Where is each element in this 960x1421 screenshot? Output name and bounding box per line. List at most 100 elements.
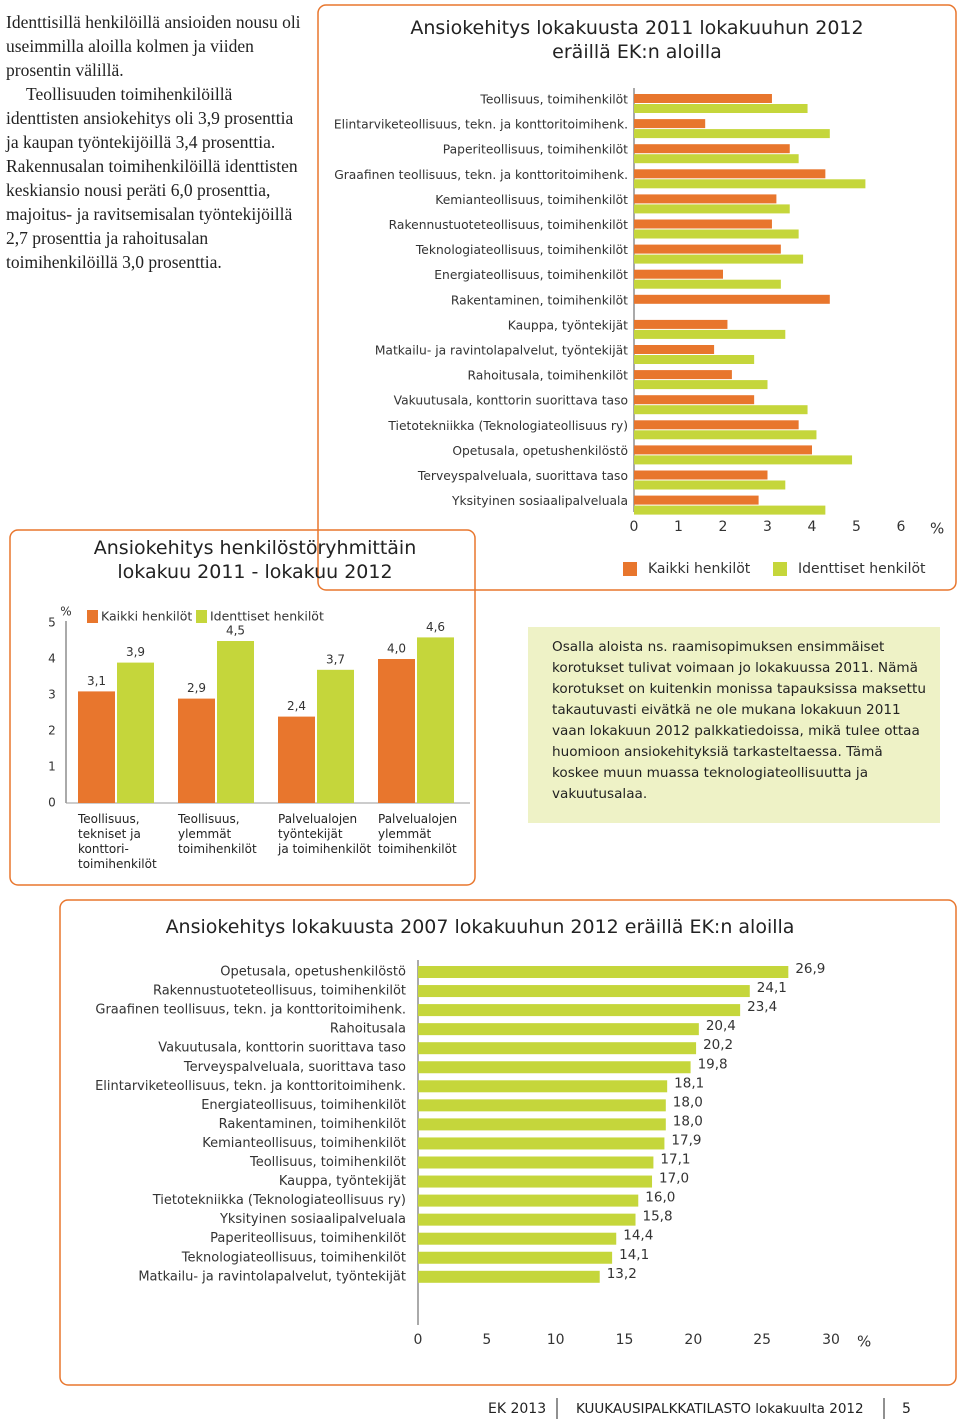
publication: KUUKAUSIPALKKATILASTO lokakuulta 2012 bbox=[576, 1401, 864, 1417]
bar bbox=[378, 659, 415, 803]
category-label: Paperiteollisuus, toimihenkilöt bbox=[443, 143, 628, 157]
category-label: Teollisuus, tekniset ja konttori- toimih… bbox=[78, 812, 157, 871]
bar bbox=[634, 244, 781, 254]
value-label: 19,8 bbox=[698, 1056, 728, 1072]
bar bbox=[634, 370, 732, 380]
legend-swatch bbox=[87, 610, 98, 623]
page-number: 5 bbox=[902, 1401, 911, 1417]
legend-swatch bbox=[623, 562, 637, 576]
bar bbox=[418, 1251, 613, 1264]
bar bbox=[634, 154, 799, 164]
y-tick-label: 5 bbox=[48, 616, 56, 630]
bar bbox=[634, 355, 755, 364]
category-label: Graafinen teollisuus, tekn. ja konttorit… bbox=[334, 168, 628, 182]
value-label: 16,0 bbox=[645, 1190, 675, 1206]
chart-title: Ansiokehitys lokakuusta 2007 lokakuuhun … bbox=[165, 916, 795, 938]
category-label: Teknologiateollisuus, toimihenkilöt bbox=[181, 1250, 406, 1265]
bar bbox=[278, 716, 315, 803]
category-label: Kemianteollisuus, toimihenkilöt bbox=[435, 193, 628, 207]
bar bbox=[418, 1061, 691, 1074]
category-label: Opetusala, opetushenkilöstö bbox=[452, 444, 628, 458]
category-label: Paperiteollisuus, toimihenkilöt bbox=[210, 1231, 406, 1246]
x-tick-label: 25 bbox=[753, 1332, 771, 1348]
x-tick-label: 3 bbox=[763, 519, 772, 535]
category-label: Kemianteollisuus, toimihenkilöt bbox=[202, 1136, 406, 1151]
bar bbox=[418, 1118, 666, 1131]
category-label: Teollisuus, ylemmät toimihenkilöt bbox=[178, 812, 257, 856]
bar bbox=[417, 637, 454, 803]
bar bbox=[634, 119, 706, 129]
bar bbox=[634, 480, 786, 490]
value-label: 13,2 bbox=[607, 1266, 637, 1282]
legend-label: Identtiset henkilöt bbox=[798, 561, 926, 577]
category-label: Rakennustuoteteollisuus, toimihenkilöt bbox=[153, 984, 406, 999]
bar bbox=[418, 1175, 653, 1188]
bar bbox=[418, 1156, 654, 1169]
value-label: 2,4 bbox=[287, 699, 306, 713]
category-label: Graafinen teollisuus, tekn. ja konttorit… bbox=[95, 1003, 406, 1018]
bar bbox=[634, 94, 772, 103]
note: Osalla aloista ns. raamisopimuksen ensim… bbox=[528, 627, 940, 823]
bar bbox=[634, 129, 830, 139]
category-label: Palvelualojen ylemmät toimihenkilöt bbox=[378, 812, 458, 856]
value-label: 3,1 bbox=[87, 674, 106, 688]
bar bbox=[634, 455, 853, 465]
category-label: Palvelualojen työntekijät ja toimihenkil… bbox=[278, 812, 372, 856]
category-label: Kauppa, työntekijät bbox=[508, 318, 628, 332]
bar bbox=[178, 698, 215, 803]
legend-swatch bbox=[196, 610, 207, 623]
value-label: 18,1 bbox=[674, 1075, 704, 1091]
value-label: 18,0 bbox=[673, 1094, 703, 1110]
x-tick-label: 5 bbox=[482, 1332, 491, 1348]
category-label: Matkailu- ja ravintolapalvelut, työnteki… bbox=[375, 344, 628, 358]
category-label: Energiateollisuus, toimihenkilöt bbox=[201, 1098, 406, 1113]
bar bbox=[634, 144, 790, 154]
bar bbox=[418, 1080, 668, 1093]
value-label: 17,0 bbox=[659, 1171, 689, 1187]
bar bbox=[418, 985, 750, 998]
y-tick-label: 1 bbox=[48, 760, 56, 774]
y-tick-label: 0 bbox=[48, 796, 56, 810]
value-label: 26,9 bbox=[795, 961, 825, 977]
value-label: 17,9 bbox=[671, 1132, 701, 1148]
bar bbox=[634, 430, 817, 440]
paragraph: Identtisillä henkilöillä ansioiden nousu… bbox=[6, 12, 301, 80]
value-label: 20,4 bbox=[706, 1018, 736, 1034]
publisher: EK 2013 bbox=[488, 1401, 547, 1417]
x-tick-label: 30 bbox=[822, 1332, 840, 1348]
bar bbox=[634, 319, 728, 329]
value-label: 17,1 bbox=[660, 1152, 690, 1168]
bar bbox=[418, 1137, 665, 1150]
category-label: Elintarviketeollisuus, tekn. ja konttori… bbox=[334, 118, 628, 132]
category-label: Matkailu- ja ravintolapalvelut, työnteki… bbox=[138, 1269, 406, 1284]
value-label: 4,6 bbox=[426, 620, 445, 634]
x-tick-label: 2 bbox=[719, 519, 728, 535]
category-label: Terveyspalveluala, suorittava taso bbox=[417, 469, 628, 483]
category-label: Rakentaminen, toimihenkilöt bbox=[219, 1117, 406, 1132]
legend-label: Kaikki henkilöt bbox=[101, 609, 192, 624]
bar bbox=[418, 1270, 600, 1283]
bar bbox=[217, 641, 254, 803]
legend-label: Identtiset henkilöt bbox=[210, 609, 324, 624]
category-label: Elintarviketeollisuus, tekn. ja konttori… bbox=[95, 1079, 406, 1094]
category-label: Vakuutusala, konttorin suorittava taso bbox=[394, 394, 628, 408]
bar bbox=[634, 329, 786, 339]
legend-label: Kaikki henkilöt bbox=[648, 561, 751, 577]
chart-title: Ansiokehitys henkilöstöryhmittäin lokaku… bbox=[93, 537, 417, 583]
chart-frame bbox=[9, 529, 476, 886]
category-label: Teknologiateollisuus, toimihenkilöt bbox=[415, 243, 628, 257]
value-label: 20,2 bbox=[703, 1037, 733, 1053]
chart-title: Ansiokehitys lokakuusta 2011 lokakuuhun … bbox=[410, 17, 864, 63]
x-tick-label: 0 bbox=[414, 1332, 423, 1348]
chart-frame bbox=[317, 4, 957, 591]
bar bbox=[78, 691, 115, 803]
bar bbox=[634, 194, 777, 204]
y-axis-label: % bbox=[60, 605, 71, 619]
bar bbox=[418, 1042, 697, 1055]
category-label: Rahoitusala bbox=[330, 1022, 406, 1037]
category-label: Energiateollisuus, toimihenkilöt bbox=[434, 268, 628, 282]
chart-frame bbox=[59, 899, 957, 1386]
bar bbox=[634, 505, 826, 515]
bar bbox=[634, 104, 808, 113]
